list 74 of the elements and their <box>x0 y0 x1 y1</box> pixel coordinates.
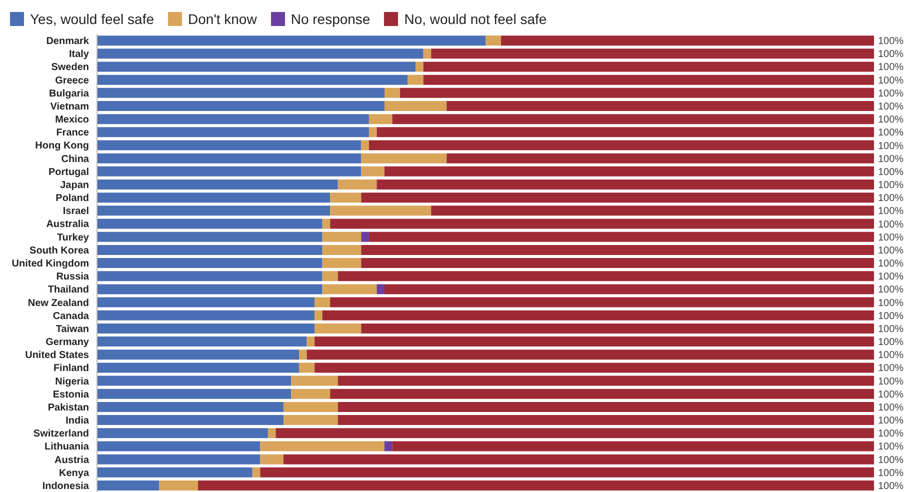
legend-label: Yes, would feel safe <box>29 10 154 29</box>
y-tick-label: India <box>66 416 90 427</box>
total-label: 100% <box>878 140 904 152</box>
y-tick-label: Hong Kong <box>35 140 89 152</box>
y-tick-label: Canada <box>52 310 90 322</box>
y-tick-label: Nigeria <box>55 376 90 388</box>
y-tick-label: Israel <box>62 206 90 218</box>
y-tick-label: Australia <box>46 219 90 230</box>
y-tick-label: Kenya <box>58 468 90 479</box>
total-label: 100% <box>878 258 904 270</box>
y-tick-label: Pakistan <box>48 402 89 414</box>
y-tick-label: Turkey <box>56 232 90 244</box>
y-tick-label: United Kingdom <box>12 258 90 270</box>
total-label: 100% <box>878 468 904 479</box>
total-label: 100% <box>878 428 904 440</box>
total-label: 100% <box>878 350 904 362</box>
total-label: 100% <box>878 298 904 309</box>
y-tick-label: Germany <box>46 337 90 348</box>
legend-label: Don't know <box>187 10 257 29</box>
total-label: 100% <box>878 454 904 466</box>
y-tick-label: Estonia <box>52 389 90 400</box>
legend-label: No, would not feel safe <box>403 10 547 29</box>
total-label: 100% <box>878 284 904 296</box>
total-label: 100% <box>878 337 904 348</box>
total-label: 100% <box>878 128 904 139</box>
y-tick-label: Japan <box>60 180 89 191</box>
total-label: 100% <box>878 389 904 400</box>
y-tick-label: Lithuania <box>44 442 90 453</box>
total-label: 100% <box>878 376 904 388</box>
y-tick-label: Taiwan <box>56 324 89 335</box>
y-tick-label: United States <box>25 350 90 362</box>
legend-label: No response <box>290 10 370 29</box>
total-label: 100% <box>878 75 904 86</box>
total-label: 100% <box>878 62 904 74</box>
y-tick-label: Poland <box>56 193 89 204</box>
total-label: 100% <box>878 193 904 204</box>
total-label: 100% <box>878 480 904 492</box>
total-label: 100% <box>878 272 904 283</box>
total-label: 100% <box>878 88 904 100</box>
y-tick-label: Sweden <box>51 62 89 74</box>
total-label: 100% <box>878 102 904 112</box>
total-label: 100% <box>878 245 904 256</box>
y-tick-label: Portugal <box>48 166 90 178</box>
y-tick-label: Russia <box>56 272 90 283</box>
total-label: 100% <box>878 402 904 414</box>
y-tick-label: Denmark <box>46 36 90 48</box>
y-tick-label: South Korea <box>30 245 90 256</box>
total-label: 100% <box>878 219 904 230</box>
y-tick-label: Thailand <box>48 284 89 296</box>
total-label: 100% <box>878 114 904 126</box>
y-tick-label: Indonesia <box>42 480 90 492</box>
y-tick-label: Switzerland <box>33 428 89 440</box>
y-tick-label: New Zealand <box>28 298 89 309</box>
total-label: 100% <box>878 154 904 165</box>
y-tick-label: France <box>56 128 90 139</box>
total-label: 100% <box>878 180 904 192</box>
total-label: 100% <box>878 310 904 322</box>
y-tick-label: Italy <box>68 49 90 60</box>
total-label: 100% <box>878 363 904 374</box>
y-tick-label: Finland <box>53 363 89 374</box>
y-tick-label: Mexico <box>55 114 89 126</box>
y-tick-label: Greece <box>55 75 90 86</box>
total-label: 100% <box>878 206 904 218</box>
y-tick-label: China <box>61 154 90 165</box>
total-label: 100% <box>878 416 904 427</box>
total-label: 100% <box>878 166 904 178</box>
y-tick-label: Austria <box>54 454 90 466</box>
y-tick-label: Vietnam <box>50 101 90 112</box>
total-label: 100% <box>878 324 904 335</box>
y-tick-label: Bulgaria <box>48 88 90 100</box>
total-label: 100% <box>878 442 904 453</box>
total-label: 100% <box>878 36 904 48</box>
total-label: 100% <box>878 232 904 244</box>
total-label: 100% <box>878 49 904 60</box>
